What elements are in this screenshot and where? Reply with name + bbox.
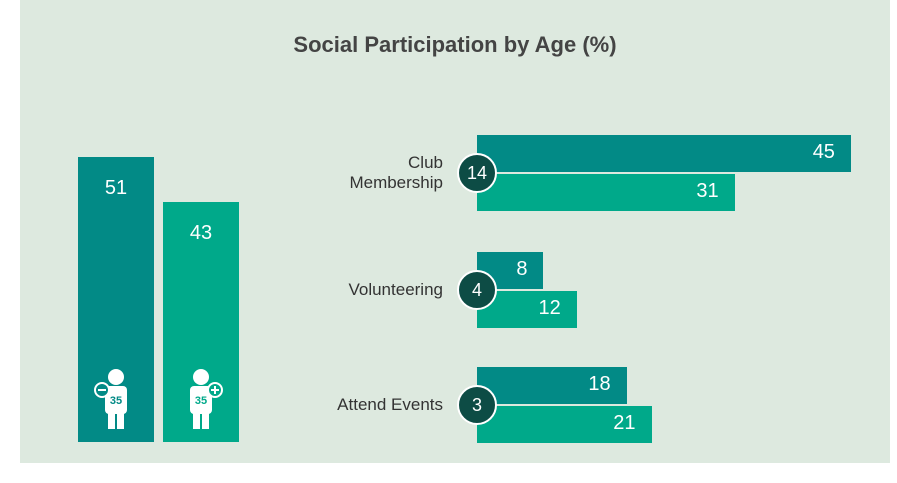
icon-body [190,386,212,414]
person-icon: 35 [94,369,127,429]
bar [477,135,851,172]
icon-head [108,369,124,385]
icon-label: 35 [195,395,207,407]
icon-leg [117,411,124,429]
bar [477,367,627,404]
value-label: 31 [696,180,719,202]
bar [477,174,735,211]
icon-head [193,369,209,385]
difference-badge: 4 [457,270,497,310]
value-label: 12 [538,297,561,319]
value-label: 8 [516,258,528,280]
difference-badge: 14 [457,153,497,193]
value-label: 45 [812,141,835,163]
value-label: 51 [104,176,128,199]
icon-body [105,386,127,414]
category-label: Club Membership [349,153,443,192]
value-label: 18 [588,373,611,395]
bar [477,406,652,443]
value-label: 43 [189,221,213,244]
difference-badge: 3 [457,385,497,425]
person-icon: 35 [190,369,223,429]
category-label: Volunteering [348,280,443,299]
category-label: Attend Events [337,395,443,414]
icon-leg [202,411,209,429]
icon-label: 35 [110,395,122,407]
chart-title: Social Participation by Age (%) [293,32,617,57]
icon-leg [193,411,200,429]
icon-leg [108,411,115,429]
value-label: 21 [613,412,636,434]
